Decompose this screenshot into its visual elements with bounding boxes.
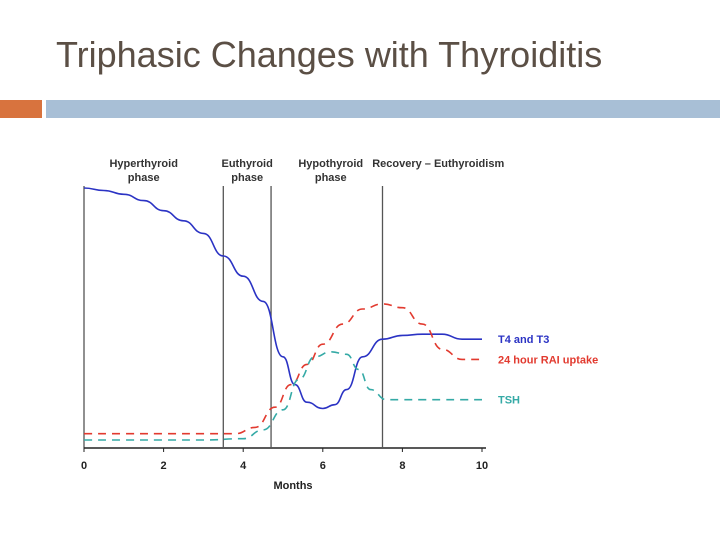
x-ticks: 0 2 4 6 8 10 (81, 448, 488, 472)
phase-hypothyroid-sublabel: phase (315, 172, 347, 184)
series-line-t4-and-t3 (83, 187, 482, 410)
accent-bar-orange (0, 100, 42, 118)
accent-bar-blue (46, 100, 720, 118)
legend: T4 and T3 24 hour RAI uptake TSH (498, 334, 598, 406)
phase-hyperthyroid-label: Hyperthyroid (109, 158, 177, 170)
x-axis-label: Months (273, 480, 312, 492)
phase-dividers (222, 186, 384, 448)
legend-entry-t4-and-t3: T4 and T3 (498, 334, 549, 346)
legend-entry-tsh: TSH (498, 395, 520, 407)
slide-title: Triphasic Changes with Thyroiditis (56, 34, 603, 75)
chart-axes (83, 186, 486, 449)
series-line-24-hour-rai-uptake (84, 303, 482, 435)
phase-hypothyroid-label: Hypothyroid (298, 158, 363, 170)
x-tick-label-10: 10 (476, 460, 488, 472)
series-line-tsh (84, 350, 482, 441)
phase-recovery-label: Recovery – Euthyroidism (372, 158, 504, 170)
x-tick-label-4: 4 (240, 460, 247, 472)
x-tick-label-0: 0 (81, 460, 87, 472)
x-tick-label-6: 6 (320, 460, 326, 472)
phase-hyperthyroid-sublabel: phase (128, 172, 160, 184)
x-tick-label-2: 2 (161, 460, 167, 472)
phase-labels: Hyperthyroid phase Euthyroid phase Hypothyro… (109, 158, 504, 184)
phase-euthyroid-label: Euthyroid (222, 158, 273, 170)
series-lines (83, 187, 482, 441)
phase-euthyroid-sublabel: phase (231, 172, 263, 184)
x-tick-label-8: 8 (399, 460, 405, 472)
legend-entry-24-hour-rai-uptake: 24 hour RAI uptake (498, 354, 598, 366)
